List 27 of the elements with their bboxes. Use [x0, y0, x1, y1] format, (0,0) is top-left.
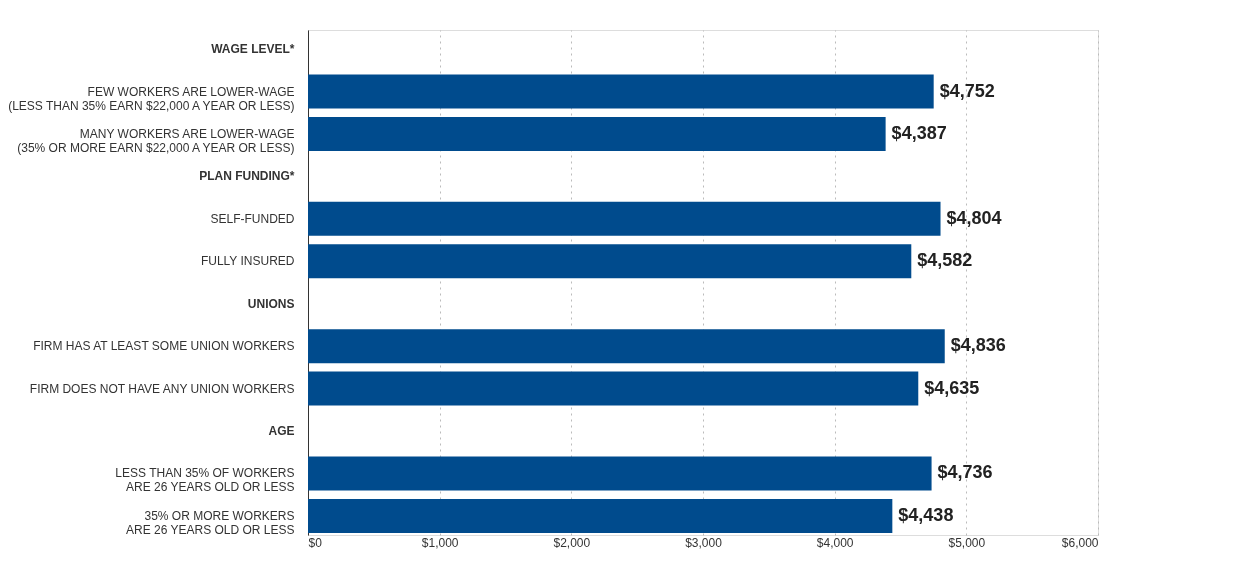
x-tick-label: $6,000: [1061, 535, 1099, 550]
y-tick-label: FEW WORKERS ARE LOWER-WAGE (LESS THAN 35% EARN $22,000 A YEAR OR LESS): [8, 84, 295, 113]
y-tick-label: UNIONS: [247, 296, 295, 311]
y-tick-label: SELF-FUNDED: [210, 211, 295, 226]
y-tick-label: AGE: [268, 424, 295, 439]
y-tick-label: WAGE LEVEL*: [211, 42, 295, 57]
data-label: $4,804: [946, 207, 1002, 228]
data-label: $4,635: [924, 377, 980, 398]
y-tick-label: FULLY INSURED: [200, 254, 295, 269]
data-label: $4,438: [898, 504, 954, 525]
x-tick-label: $1,000: [421, 535, 459, 550]
x-tick-label: $2,000: [553, 535, 591, 550]
data-label: $4,752: [939, 80, 995, 101]
data-label: $4,736: [937, 462, 993, 483]
y-tick-label: 35% OR MORE WORKERS ARE 26 YEARS OLD OR LESS: [125, 508, 295, 537]
y-tick-label: FIRM HAS AT LEAST SOME UNION WORKERS: [33, 339, 295, 354]
y-tick-label: MANY WORKERS ARE LOWER-WAGE (35% OR MORE EARN $22,000 A YEAR OR LESS): [17, 126, 295, 155]
x-tick-label: $5,000: [948, 535, 986, 550]
x-tick-label: $0: [308, 535, 323, 550]
data-label: $4,387: [891, 122, 947, 143]
x-tick-label: $4,000: [816, 535, 854, 550]
y-tick-label: PLAN FUNDING*: [199, 169, 295, 184]
y-tick-label: LESS THAN 35% OF WORKERS ARE 26 YEARS OLD OR LESS: [115, 466, 295, 495]
data-label: $4,582: [917, 250, 973, 271]
data-label: $4,836: [950, 335, 1006, 356]
x-tick-label: $3,000: [685, 535, 723, 550]
y-tick-label: FIRM DOES NOT HAVE ANY UNION WORKERS: [29, 381, 295, 396]
